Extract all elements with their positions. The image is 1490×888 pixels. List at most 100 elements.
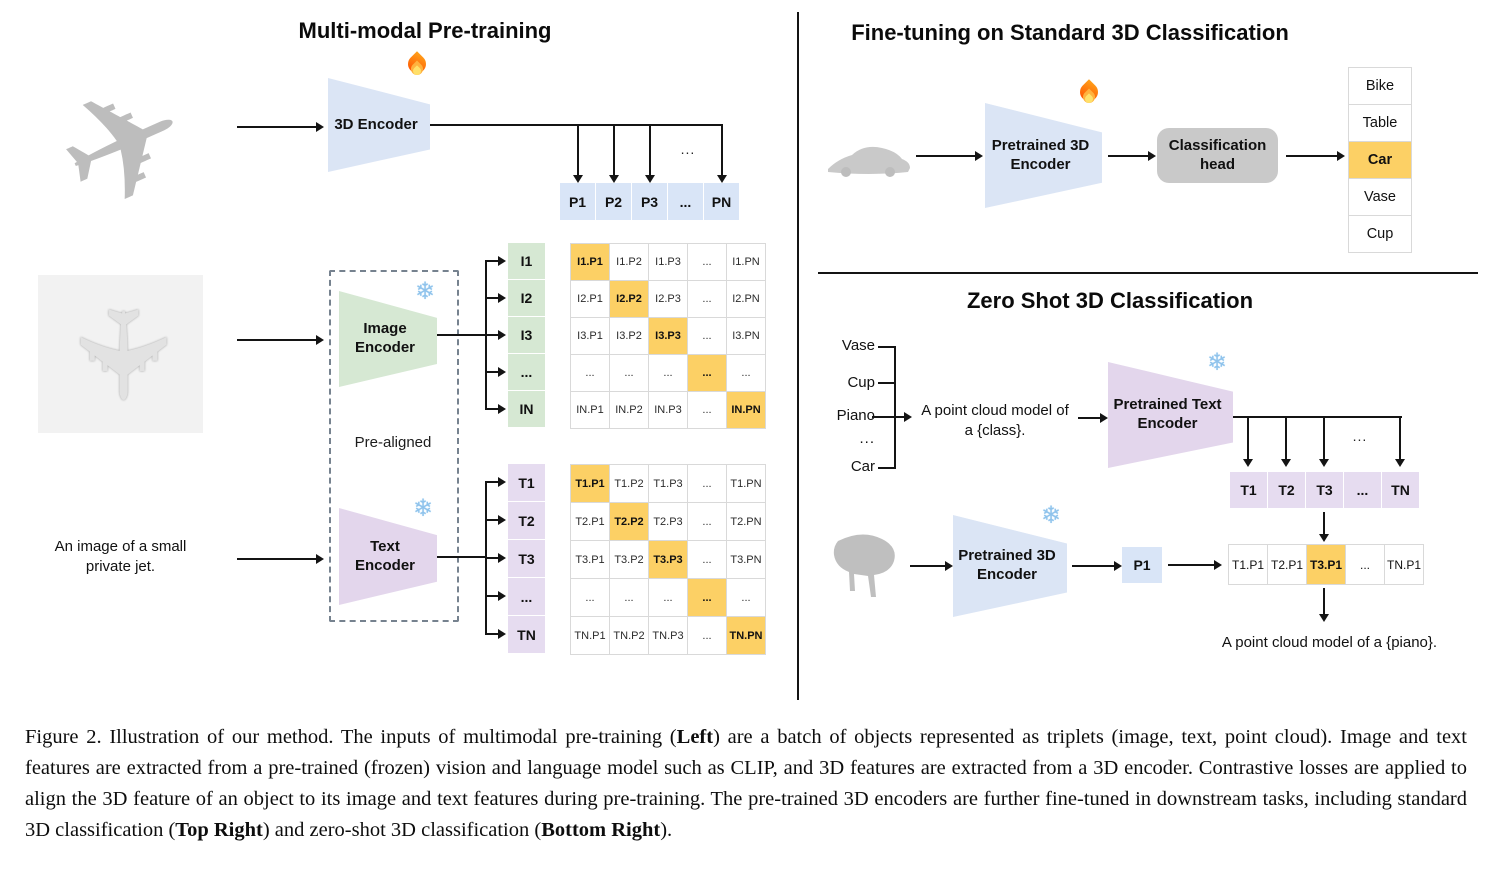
matrix-cell: ... xyxy=(688,244,726,280)
matrix-cell: IN.PN xyxy=(727,392,765,428)
matrix-cell: ... xyxy=(571,579,609,616)
encoder-3d: 3D Encoder xyxy=(328,78,430,172)
image-point-similarity-matrix: I1.P1 I1.P2 I1.P3... I1.PN I2.P1 I2.P2 I2.P3..… xyxy=(570,243,766,429)
arrow-to-p3 xyxy=(649,126,651,176)
arrow-to-i-ellipsis xyxy=(486,371,499,373)
matrix-cell: ... xyxy=(688,392,726,428)
arrow-trow-to-match xyxy=(1323,512,1325,535)
matrix-cell: IN.P3 xyxy=(649,392,687,428)
matrix-cell: ... xyxy=(571,355,609,391)
class-bracket-line xyxy=(894,346,896,469)
matrix-cell: I1.P1 xyxy=(571,244,609,280)
zero-shot-class-list: Vase Cup Piano... Car xyxy=(818,0,875,888)
matrix-cell: I2.P2 xyxy=(610,281,648,317)
caption-segment: Figure 2. Illustration of our method. Th… xyxy=(25,726,677,748)
matrix-cell: T3.P1 xyxy=(571,541,609,578)
zs-t-4: TN xyxy=(1382,472,1419,508)
classification-head: Classification head xyxy=(1157,128,1278,183)
matrix-cell: I3.PN xyxy=(727,318,765,354)
arrow-to-i2 xyxy=(486,297,499,299)
arrow-to-t3 xyxy=(486,557,499,559)
matrix-cell: TN.P3 xyxy=(649,617,687,654)
p-cell-0: P1 xyxy=(560,183,595,220)
matrix-cell: I2.PN xyxy=(727,281,765,317)
matrix-cell: T2.P2 xyxy=(610,503,648,540)
zero-shot-title: Zero Shot 3D Classification xyxy=(966,288,1254,313)
matrix-cell: ... xyxy=(688,579,726,616)
arrow-to-tn xyxy=(486,633,499,635)
matrix-cell: T1.P3 xyxy=(649,465,687,502)
arrow-piano-to-encoder xyxy=(910,565,946,567)
matrix-cell: ... xyxy=(610,579,648,616)
figure-caption: Figure 2. Illustration of our method. Th… xyxy=(25,722,1467,847)
pre-aligned-dashed-box xyxy=(329,270,459,622)
fire-icon xyxy=(404,51,430,84)
snowflake-icon: ❄ xyxy=(413,495,434,522)
match-4: TN.P1 xyxy=(1385,545,1423,584)
arrow-to-t2 xyxy=(486,519,499,521)
arrow-pointcloud-to-3d-encoder xyxy=(237,126,317,128)
caption-bold-segment: Bottom Right xyxy=(541,819,661,842)
match-3: ... xyxy=(1346,545,1384,584)
image-encoder-output-line xyxy=(437,334,486,336)
snowflake-icon: ❄ xyxy=(1207,349,1228,376)
zs-class-1: Cup xyxy=(847,374,875,391)
arrow-encoder-to-p1 xyxy=(1072,565,1115,567)
image-feature-labels: I1 I2 I3... IN xyxy=(508,243,545,427)
caption-segment: ) are a batch of objects represented as … xyxy=(25,726,1467,842)
arrow-to-t1 xyxy=(486,481,499,483)
p-cell-3: ... xyxy=(668,183,703,220)
matrix-cell: TN.P1 xyxy=(571,617,609,654)
p-cell-2: P3 xyxy=(632,183,667,220)
car-point-cloud xyxy=(828,146,910,177)
matrix-cell: T1.PN xyxy=(727,465,765,502)
matrix-cell: T2.P3 xyxy=(649,503,687,540)
matrix-cell: T1.P2 xyxy=(610,465,648,502)
encoder-3d-output-line xyxy=(430,124,723,126)
matrix-cell: ... xyxy=(649,355,687,391)
i-label-2: I3 xyxy=(508,317,545,353)
bracket-stub-vase xyxy=(878,346,894,348)
class-4: Cup xyxy=(1349,216,1411,252)
left-panel-title: Multi-modal Pre-training xyxy=(298,18,552,43)
class-0: Bike xyxy=(1349,68,1411,104)
arrow-prompt-to-text-encoder xyxy=(1078,417,1101,419)
caption-segment: ). xyxy=(660,819,673,842)
matrix-cell: T3.PN xyxy=(727,541,765,578)
arrow-to-tn-zs xyxy=(1399,418,1401,460)
ellipsis-t-arrows: ... xyxy=(1352,428,1368,444)
fire-icon xyxy=(1076,79,1102,112)
arrow-match-to-result xyxy=(1323,588,1325,615)
bracket-stub-cup xyxy=(878,382,894,384)
similarity-match-row: T1.P1 T2.P1 T3.P1... TN.P1 xyxy=(1228,544,1424,585)
airplane-rendered-image: ✈ xyxy=(38,275,203,433)
pretrained-text-encoder: Pretrained Text Encoder xyxy=(1108,362,1233,468)
arrow-to-i3 xyxy=(486,334,499,336)
i-label-3: ... xyxy=(508,354,545,390)
ellipsis-p-arrows: ... xyxy=(680,141,696,157)
i-label-0: I1 xyxy=(508,243,545,279)
snowflake-icon: ❄ xyxy=(415,278,436,305)
matrix-cell: ... xyxy=(688,318,726,354)
arrow-to-t2-zs xyxy=(1285,418,1287,460)
zs-t-3: ... xyxy=(1344,472,1381,508)
matrix-cell: I1.PN xyxy=(727,244,765,280)
arrow-to-t1-zs xyxy=(1247,418,1249,460)
matrix-cell: I3.P1 xyxy=(571,318,609,354)
t-label-1: T2 xyxy=(508,502,545,539)
arrow-car-to-encoder xyxy=(916,155,976,157)
matrix-cell: T2.PN xyxy=(727,503,765,540)
arrow-classes-to-prompt xyxy=(872,416,905,418)
zs-class-0: Vase xyxy=(841,337,875,354)
zs-class-4: Car xyxy=(850,458,875,475)
arrow-p1-to-match-row xyxy=(1168,564,1215,566)
pre-aligned-label: Pre-aligned xyxy=(354,434,432,451)
matrix-cell: I1.P2 xyxy=(610,244,648,280)
matrix-cell: ... xyxy=(688,281,726,317)
matrix-cell: T2.P1 xyxy=(571,503,609,540)
arrow-head-to-classes xyxy=(1286,155,1338,157)
matrix-cell: IN.P1 xyxy=(571,392,609,428)
matrix-cell: I2.P1 xyxy=(571,281,609,317)
matrix-cell: ... xyxy=(688,465,726,502)
